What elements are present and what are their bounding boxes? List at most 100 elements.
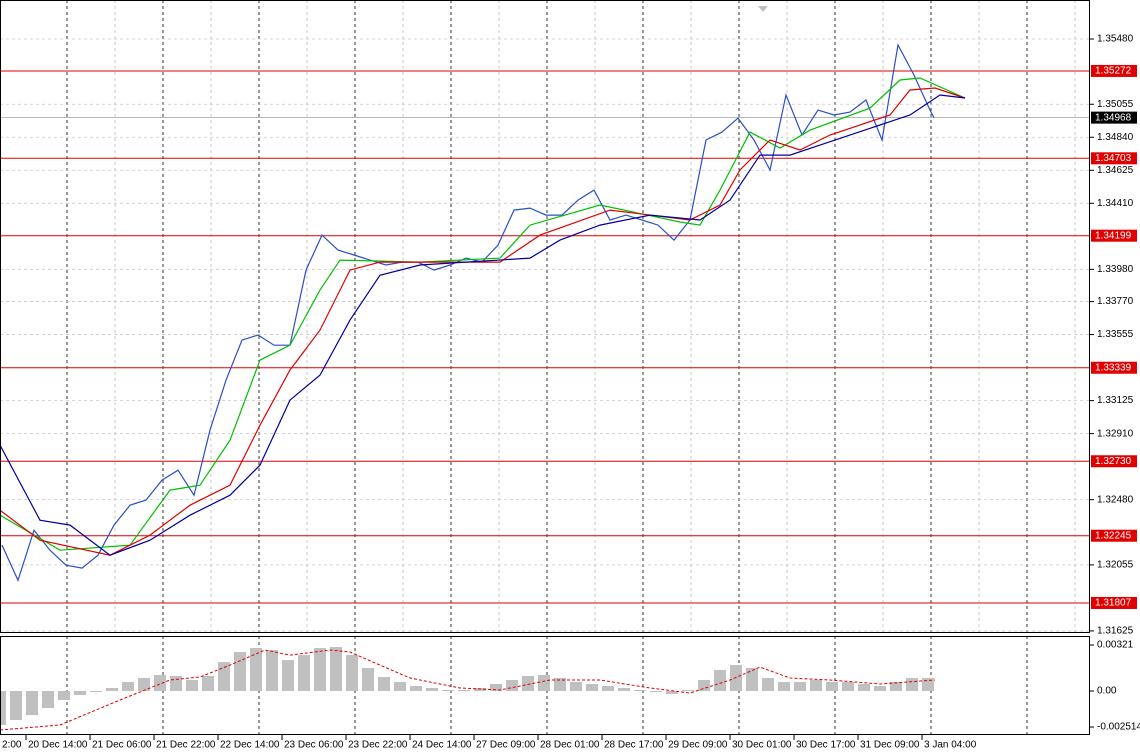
histogram-bar xyxy=(698,679,710,692)
histogram-bar xyxy=(154,674,166,692)
histogram-bar xyxy=(890,681,902,692)
histogram-bar xyxy=(794,681,806,692)
histogram-bar xyxy=(634,690,646,692)
histogram-bar xyxy=(618,688,630,692)
sub-frame xyxy=(0,636,1090,735)
x-tick-label: 23 Dec 06:00 xyxy=(284,740,344,751)
y-tick-label: 1.35480 xyxy=(1097,34,1134,45)
histogram-bar xyxy=(426,688,438,692)
histogram-bar xyxy=(122,681,134,692)
histogram-bar xyxy=(266,650,278,692)
y-tick-label: 1.34410 xyxy=(1097,198,1134,209)
y-tick-label: 1.33770 xyxy=(1097,296,1134,307)
histogram-bar xyxy=(0,691,6,725)
histogram-bar xyxy=(602,686,614,692)
y-tick-label: 1.33125 xyxy=(1097,395,1134,406)
histogram-bar xyxy=(346,655,358,692)
level-label-bg xyxy=(1091,596,1137,609)
level-label-bg xyxy=(1091,455,1137,468)
level-label-bg xyxy=(1091,64,1137,77)
level-label: 1.31807 xyxy=(1095,598,1132,609)
level-label: 1.34703 xyxy=(1095,153,1132,164)
histogram-bar xyxy=(554,677,566,692)
histogram-bar xyxy=(682,690,694,692)
histogram-bar xyxy=(362,667,374,692)
histogram-bar xyxy=(778,681,790,692)
level-label-bg xyxy=(1091,229,1137,242)
level-label: 1.33339 xyxy=(1095,362,1132,373)
level-label: 1.34199 xyxy=(1095,230,1132,241)
y-tick-label: 1.33555 xyxy=(1097,329,1134,340)
x-tick-label: 31 Dec 09:00 xyxy=(860,740,920,751)
histogram-bar xyxy=(442,690,454,692)
level-label-bg xyxy=(1091,361,1137,374)
histogram-bar xyxy=(218,662,230,692)
histogram-bar xyxy=(650,691,662,693)
series-line xyxy=(1,43,935,582)
oscillator-panel xyxy=(0,647,936,731)
x-tick-label: 3 Jan 04:00 xyxy=(924,740,977,751)
current-price-bg xyxy=(1091,111,1137,124)
histogram-bar xyxy=(74,691,86,696)
x-tick-label: 28 Dec 01:00 xyxy=(540,740,600,751)
histogram-bar xyxy=(538,674,550,692)
x-tick-label: 21 Dec 22:00 xyxy=(156,740,216,751)
histogram-bar xyxy=(522,675,534,692)
histogram-bar xyxy=(410,686,422,692)
histogram-bar xyxy=(490,683,502,692)
histogram-bar xyxy=(298,655,310,692)
histogram-bar xyxy=(906,677,918,692)
y-tick-label: 1.35055 xyxy=(1097,99,1134,110)
level-label-bg xyxy=(1091,529,1137,542)
histogram-bar xyxy=(730,665,742,692)
level-label: 1.35272 xyxy=(1095,66,1132,77)
histogram-bar xyxy=(170,675,182,692)
histogram-bar xyxy=(474,688,486,692)
x-tick-label: 27 Dec 09:00 xyxy=(476,740,536,751)
level-label-bg xyxy=(1091,152,1137,165)
shift-marker xyxy=(758,6,768,12)
histogram-bar xyxy=(58,691,70,701)
series-line xyxy=(0,94,966,556)
histogram-bar xyxy=(234,652,246,692)
histogram-bar xyxy=(138,677,150,692)
histogram-bar xyxy=(922,677,934,692)
y-tick-label: 1.31625 xyxy=(1097,626,1134,637)
x-tick-label: 30 Dec 17:00 xyxy=(796,740,856,751)
histogram-bar xyxy=(842,681,854,692)
histogram-bar xyxy=(826,681,838,692)
histogram-bar xyxy=(186,679,198,692)
histogram-bar xyxy=(378,676,390,692)
histogram-bar xyxy=(586,683,598,692)
x-tick-label: 28 Dec 17:00 xyxy=(604,740,664,751)
y-tick-label: 1.32055 xyxy=(1097,560,1134,571)
main-frame xyxy=(0,0,1090,633)
histogram-bar xyxy=(202,675,214,692)
y-tick-label: 0.00 xyxy=(1097,686,1117,697)
y-tick-label: 1.34625 xyxy=(1097,165,1134,176)
series-line xyxy=(0,77,966,551)
histogram-bar xyxy=(42,691,54,709)
histogram-bar xyxy=(26,691,38,716)
y-tick-label: 1.32910 xyxy=(1097,428,1134,439)
histogram-bar xyxy=(858,683,870,692)
x-tick-label: 29 Dec 09:00 xyxy=(668,740,728,751)
x-tick-label: 2:00 xyxy=(2,740,22,751)
histogram-bar xyxy=(762,677,774,692)
histogram-bar xyxy=(458,690,470,692)
y-tick-label: 1.32480 xyxy=(1097,494,1134,505)
histogram-bar xyxy=(874,686,886,692)
histogram-bar xyxy=(506,679,518,692)
y-tick-label: 1.33980 xyxy=(1097,264,1134,275)
level-label: 1.32730 xyxy=(1095,456,1132,467)
histogram-bar xyxy=(570,681,582,692)
histogram-bar xyxy=(314,648,326,692)
x-tick-label: 23 Dec 22:00 xyxy=(348,740,408,751)
series-line xyxy=(0,87,966,556)
x-tick-label: 22 Dec 14:00 xyxy=(220,740,280,751)
y-tick-label: -0.002514 xyxy=(1097,722,1140,733)
y-tick-label: 0.00321 xyxy=(1097,640,1134,651)
